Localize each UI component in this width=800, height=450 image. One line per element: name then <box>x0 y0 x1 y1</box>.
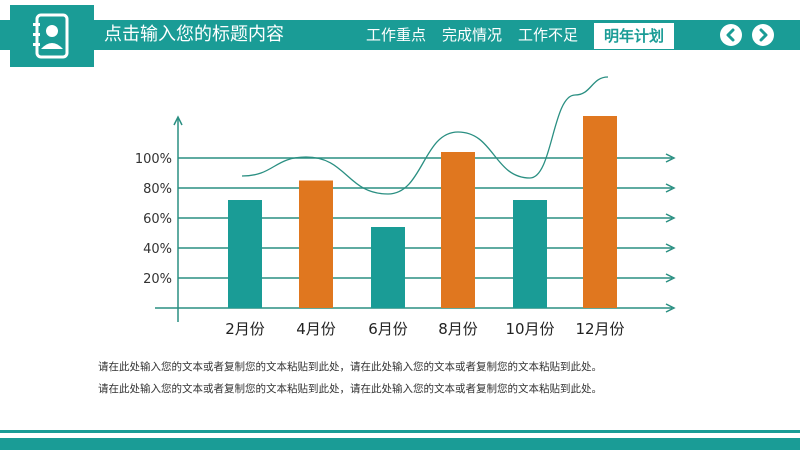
baseline-arrowhead <box>665 303 676 313</box>
chevron-right-icon <box>759 28 768 42</box>
bar <box>228 200 262 308</box>
contact-book-icon <box>33 13 69 59</box>
x-tick-label: 8月份 <box>438 320 478 338</box>
gridline-arrowhead <box>665 183 676 193</box>
tab-work-focus[interactable]: 工作重点 <box>366 26 427 44</box>
bar <box>513 200 547 308</box>
tab-bar: 工作重点 完成情况 工作不足 明年计划 <box>366 20 690 50</box>
tab-next-year-plan[interactable]: 明年计划 <box>594 23 675 49</box>
bar <box>441 152 475 308</box>
x-tick-label: 4月份 <box>296 320 336 338</box>
chevron-left-icon <box>726 28 735 42</box>
gridline-arrowhead <box>665 273 676 283</box>
y-tick-label: 60% <box>143 212 172 227</box>
x-tick-label: 12月份 <box>575 320 624 338</box>
prev-button[interactable] <box>720 24 742 46</box>
next-button[interactable] <box>752 24 774 46</box>
tab-completion-status[interactable]: 完成情况 <box>442 26 503 44</box>
body-paragraph-line-1: 请在此处输入您的文本或者复制您的文本粘贴到此处，请在此处输入您的文本或者复制您的… <box>98 361 602 373</box>
bar <box>583 116 617 308</box>
body-paragraph-line-2: 请在此处输入您的文本或者复制您的文本粘贴到此处，请在此处输入您的文本或者复制您的… <box>98 383 602 395</box>
footer-line-thin <box>0 430 800 433</box>
gridline-arrowhead <box>665 213 676 223</box>
y-axis-arrowhead <box>173 115 183 126</box>
bar <box>371 227 405 308</box>
x-tick-label: 10月份 <box>505 320 554 338</box>
footer-bar <box>0 438 800 450</box>
trend-line <box>241 76 609 195</box>
y-tick-label: 40% <box>143 242 172 257</box>
x-tick-label: 6月份 <box>368 320 408 338</box>
tab-work-shortcomings[interactable]: 工作不足 <box>518 26 579 44</box>
y-tick-label: 20% <box>143 272 172 287</box>
y-tick-label: 100% <box>135 152 172 167</box>
gridline-arrowhead <box>665 243 676 253</box>
y-tick-label: 80% <box>143 182 172 197</box>
x-tick-label: 2月份 <box>225 320 265 338</box>
page-title: 点击输入您的标题内容 <box>104 24 284 45</box>
bar <box>299 180 333 308</box>
logo-box <box>10 5 94 67</box>
gridline-arrowhead <box>665 153 676 163</box>
